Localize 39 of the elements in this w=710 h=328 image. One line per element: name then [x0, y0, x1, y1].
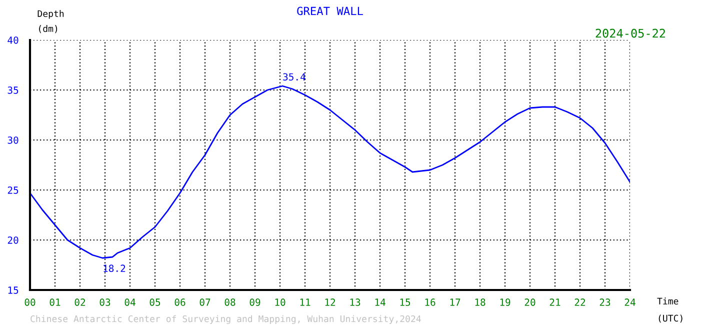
x-tick-label: 05 [150, 298, 160, 306]
y-axis-title: Depth (dm) [38, 10, 64, 34]
y-tick-label: 25 [8, 186, 18, 194]
x-tick-label: 23 [600, 298, 610, 306]
x-tick-label: 03 [100, 298, 110, 306]
x-tick-label: 09 [250, 298, 260, 306]
x-tick-label: 04 [124, 298, 136, 306]
x-tick-label: 18 [475, 298, 486, 306]
x-tick-label: 14 [375, 298, 386, 306]
x-tick-label: 13 [350, 298, 360, 306]
y-tick-label: 35 [8, 86, 18, 94]
line-series [30, 85, 630, 259]
x-tick-label: 17 [450, 298, 460, 306]
text: 2024-05-22 [596, 28, 665, 38]
y-tick-label: 20 [8, 236, 18, 244]
x-tick-label: 12 [325, 298, 336, 306]
x-tick-label: 19 [500, 298, 510, 306]
x-tick-label: 10 [275, 298, 286, 306]
y-tick-label: 40 [8, 36, 18, 44]
y-tick-label: 30 [8, 136, 18, 144]
x-tick-label: 22 [574, 298, 586, 306]
x-tick-label: 11 [300, 298, 310, 306]
x-tick-label: 15 [400, 298, 410, 306]
annotation: 18.2 [104, 264, 126, 272]
annotation: 35.4 [283, 73, 306, 81]
x-tick-label: 16 [425, 298, 436, 306]
y-tick-label: 15 [8, 286, 18, 294]
text: Chinese Antarctic Center of Surveying and Mapping, Wuhan University,2024 [30, 315, 421, 324]
x-axis-title: Time (UTC) [657, 298, 682, 323]
x-tick-label: 24 [624, 298, 636, 306]
x-tick-label: 07 [200, 298, 210, 306]
x-tick-label: 06 [174, 298, 186, 306]
x-tick-label: 08 [224, 298, 236, 306]
chart-title: GREAT WALL [297, 6, 363, 16]
x-tick-label: 02 [74, 298, 86, 306]
x-tick-label: 21 [550, 298, 560, 306]
x-tick-label: 00 [24, 298, 36, 306]
x-tick-label: 20 [524, 298, 536, 306]
x-tick-label: 01 [50, 298, 60, 306]
